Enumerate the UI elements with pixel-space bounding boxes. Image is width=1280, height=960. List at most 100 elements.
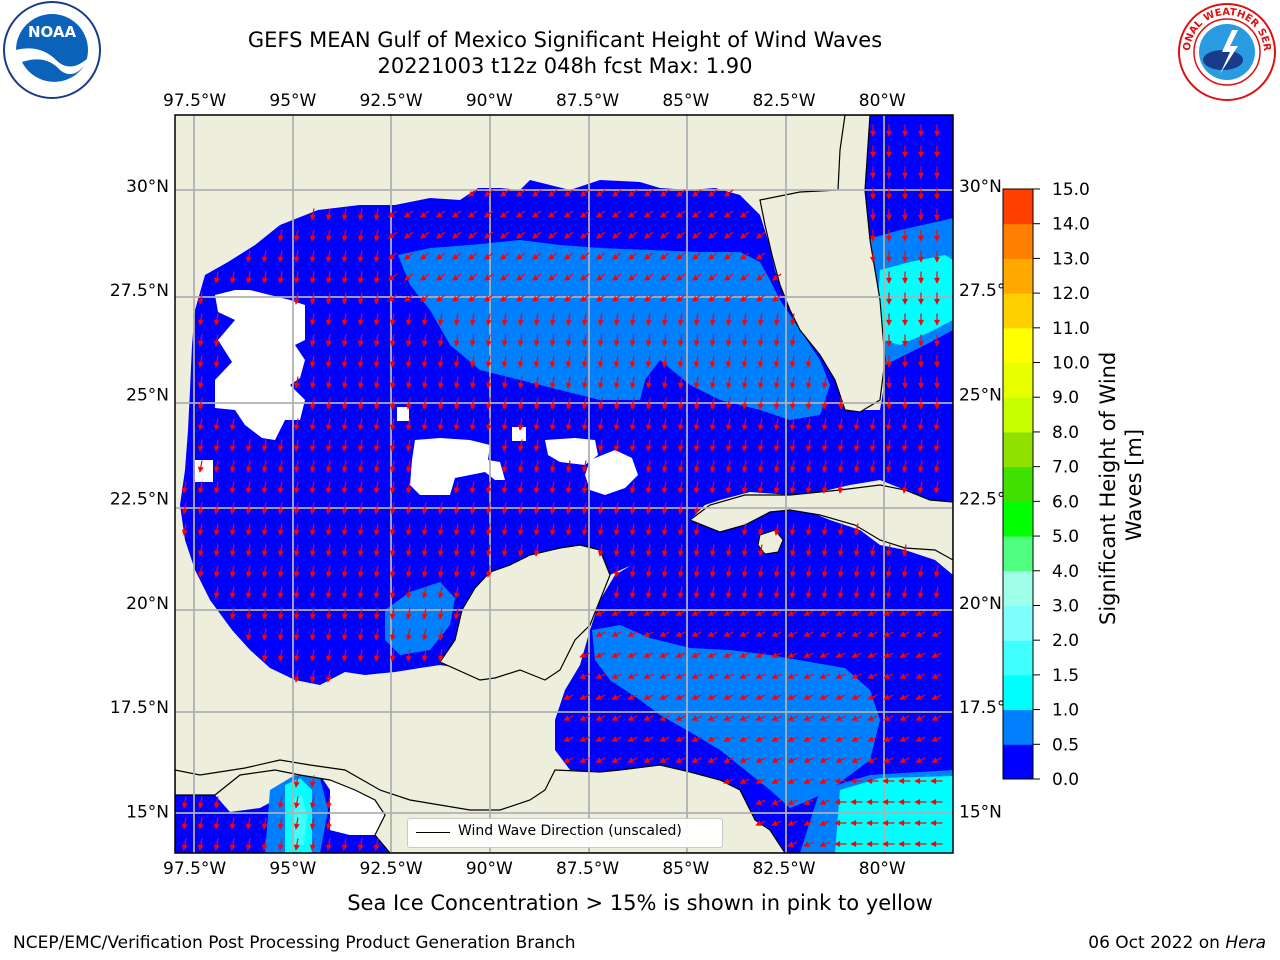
wave-direction-arrowhead xyxy=(773,529,780,536)
wave-direction-arrowhead xyxy=(739,253,747,260)
wave-direction-arrowhead xyxy=(659,253,667,260)
wave-direction-arrowhead xyxy=(805,445,812,452)
wave-direction-arrowhead xyxy=(659,190,667,197)
wave-direction-arrowhead xyxy=(886,214,892,221)
masked-dot-3 xyxy=(195,460,213,482)
wave-direction-arrowhead xyxy=(453,361,460,368)
wave-direction-arrowhead xyxy=(885,550,892,557)
colorbar-segment xyxy=(1003,709,1033,745)
wave-direction-arrowhead xyxy=(821,550,828,557)
wave-direction-arrowhead xyxy=(341,592,348,599)
wave-direction-arrowhead xyxy=(789,445,796,452)
wave-direction-arrowhead xyxy=(213,277,220,284)
wave-direction-arrowhead xyxy=(707,190,715,197)
wave-direction-arrowhead xyxy=(773,571,780,578)
wave-direction-arrowhead xyxy=(245,277,252,284)
wave-direction-arrowhead xyxy=(595,190,603,197)
map-plot-area xyxy=(175,115,953,853)
wave-direction-arrowhead xyxy=(597,529,604,536)
wave-direction-arrowhead xyxy=(501,508,508,515)
wave-direction-arrowhead xyxy=(405,340,412,347)
wave-direction-arrowhead xyxy=(533,466,540,473)
wave-direction-arrowhead xyxy=(341,319,348,326)
wave-direction-arrowhead xyxy=(485,403,492,410)
wave-direction-arrowhead xyxy=(677,466,684,473)
wave-direction-arrowhead xyxy=(869,445,876,452)
wave-direction-arrowhead xyxy=(213,319,220,326)
wave-direction-arrowhead xyxy=(613,424,620,431)
colorbar-label-line2: Waves [m] xyxy=(1122,429,1146,541)
wave-direction-arrowhead xyxy=(213,466,220,473)
wave-direction-arrowhead xyxy=(723,211,731,218)
wave-direction-arrowhead xyxy=(709,445,716,452)
wave-direction-arrowhead xyxy=(453,529,460,536)
wave-direction-arrowhead xyxy=(229,571,236,578)
wave-direction-arrowhead xyxy=(741,382,748,389)
wave-direction-arrowhead xyxy=(245,256,252,263)
wave-direction-arrowhead xyxy=(739,211,747,218)
wave-direction-arrowhead xyxy=(549,529,556,536)
wave-direction-arrowhead xyxy=(325,319,332,326)
wave-direction-arrowhead xyxy=(325,361,332,368)
wave-direction-arrowhead xyxy=(451,211,459,218)
wave-direction-arrowhead xyxy=(453,508,460,515)
wave-direction-arrowhead xyxy=(645,508,652,515)
colorbar-tick-label: 4.0 xyxy=(1052,562,1079,582)
wave-direction-arrowhead xyxy=(645,529,652,536)
footer-date: 06 Oct 2022 on Hera xyxy=(1088,933,1266,953)
wave-direction-arrowhead xyxy=(421,571,428,578)
wave-direction-arrowhead xyxy=(741,403,748,410)
wave-direction-arrowhead xyxy=(357,235,364,242)
wave-direction-arrowhead xyxy=(725,319,732,326)
wave-direction-arrowhead xyxy=(373,340,380,347)
wave-direction-arrowhead xyxy=(709,466,716,473)
wave-direction-arrowhead xyxy=(565,424,572,431)
wave-direction-arrowhead xyxy=(277,445,284,452)
wave-direction-arrowhead xyxy=(725,361,732,368)
wave-direction-arrowhead xyxy=(293,277,300,284)
wave-direction-arrowhead xyxy=(213,571,220,578)
wave-direction-arrowhead xyxy=(725,403,732,410)
colorbar-segment xyxy=(1003,223,1033,259)
wave-direction-arrowhead xyxy=(789,529,796,536)
wave-direction-arrowhead xyxy=(597,508,604,515)
wave-direction-arrowhead xyxy=(837,466,844,473)
wave-direction-arrowhead xyxy=(902,151,908,158)
wave-direction-arrowhead xyxy=(403,295,411,302)
wave-direction-arrowhead xyxy=(387,232,395,239)
wave-direction-arrowhead xyxy=(595,253,603,260)
wave-direction-arrowhead xyxy=(515,253,523,260)
wave-direction-arrowhead xyxy=(309,508,316,515)
wave-direction-arrowhead xyxy=(469,487,476,494)
wave-direction-arrowhead xyxy=(245,613,252,620)
wave-direction-arrowhead xyxy=(934,151,940,158)
wave-direction-arrowhead xyxy=(405,466,412,473)
wave-direction-arrowhead xyxy=(613,592,620,599)
wave-direction-arrowhead xyxy=(691,274,699,281)
wave-direction-arrowhead xyxy=(453,382,460,389)
wave-direction-arrowhead xyxy=(485,382,492,389)
wave-direction-arrowhead xyxy=(886,235,892,242)
wave-direction-arrowhead xyxy=(565,361,572,368)
wave-direction-arrowhead xyxy=(197,424,204,431)
wave-direction-arrowhead xyxy=(773,403,780,410)
wave-direction-arrowhead xyxy=(387,211,395,218)
wave-direction-arrowhead xyxy=(902,319,908,326)
wave-direction-arrowhead xyxy=(755,232,763,239)
wave-direction-arrowhead xyxy=(357,592,364,599)
wave-direction-arrowhead xyxy=(918,130,924,137)
wave-direction-arrowhead xyxy=(693,466,700,473)
wave-direction-arrowhead xyxy=(918,172,924,179)
wave-direction-arrowhead xyxy=(229,613,236,620)
wave-direction-arrowhead xyxy=(197,487,204,494)
wave-direction-arrowhead xyxy=(213,424,220,431)
wave-direction-arrowhead xyxy=(675,190,683,197)
wave-direction-arrowhead xyxy=(773,361,780,368)
colorbar-tick-label: 14.0 xyxy=(1052,215,1090,235)
wave-direction-arrowhead xyxy=(197,298,204,305)
wave-direction-arrowhead xyxy=(389,508,396,515)
wave-direction-arrowhead xyxy=(661,382,668,389)
wave-direction-arrowhead xyxy=(261,466,268,473)
wave-direction-arrowhead xyxy=(277,571,284,578)
colorbar-tick-label: 8.0 xyxy=(1052,423,1079,443)
